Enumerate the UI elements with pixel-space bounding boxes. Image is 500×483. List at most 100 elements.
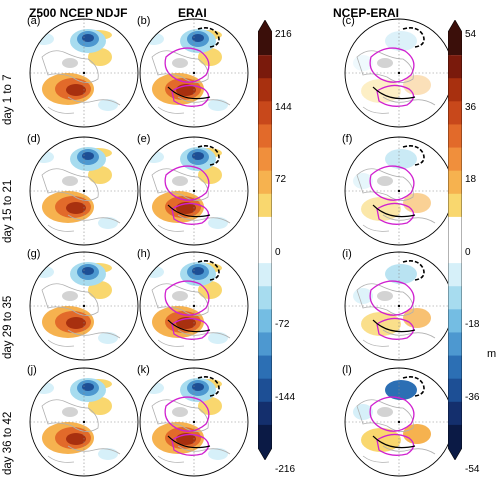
positive-anomaly xyxy=(66,202,86,214)
north-pole-marker xyxy=(397,189,401,193)
coastline xyxy=(41,50,99,83)
polar-map xyxy=(139,18,249,128)
coastline xyxy=(151,399,209,432)
map-boundary xyxy=(29,136,139,246)
negative-anomaly xyxy=(192,34,204,42)
colorbar-swatch xyxy=(448,20,462,56)
colorbar-tick-label: 216 xyxy=(275,29,292,40)
map-panel-f: (f) xyxy=(342,133,455,247)
colorbar-erai xyxy=(257,19,273,461)
map-panel-e: (e) xyxy=(137,133,250,247)
magenta-contour xyxy=(164,47,210,83)
north-pole-marker xyxy=(82,420,86,424)
negative-anomaly xyxy=(34,266,54,278)
colorbar-swatch xyxy=(448,240,462,264)
north-pole-marker xyxy=(397,304,401,308)
negative-anomaly xyxy=(192,152,204,160)
map-panel-c: (c) xyxy=(342,15,455,129)
positive-anomaly xyxy=(198,166,222,184)
topography-mask xyxy=(62,58,78,68)
positive-anomaly xyxy=(198,281,222,299)
negative-anomaly xyxy=(144,382,164,394)
colorbar-tick-label: 18 xyxy=(465,174,477,185)
topography-mask xyxy=(62,291,78,301)
negative-anomaly xyxy=(34,151,54,163)
black-dashed-contour xyxy=(402,260,425,281)
negative-anomaly xyxy=(208,217,228,229)
coastline xyxy=(177,214,231,224)
panel-letter: (c) xyxy=(342,15,355,27)
black-contour xyxy=(167,204,211,218)
coastline xyxy=(382,329,436,339)
negative-anomaly xyxy=(82,34,94,42)
coastline xyxy=(177,445,231,455)
negative-anomaly xyxy=(98,217,118,229)
map-boundary xyxy=(29,367,139,477)
coastline xyxy=(47,455,75,463)
map-panel-i: (i) xyxy=(342,248,455,362)
coastline xyxy=(382,96,436,106)
coastline xyxy=(151,168,209,201)
topography-mask xyxy=(377,291,393,301)
colorbar-swatch xyxy=(448,332,462,357)
positive-anomaly xyxy=(66,84,86,96)
negative-anomaly xyxy=(98,448,118,460)
black-contour xyxy=(372,319,416,333)
colorbar-tick-label: -36 xyxy=(465,391,480,403)
magenta-contour xyxy=(164,396,210,432)
coastline xyxy=(47,339,75,347)
coastline xyxy=(47,106,75,114)
row-label-1: day 1 to 7 xyxy=(2,74,14,125)
map-boundary xyxy=(139,367,249,477)
north-pole-marker xyxy=(397,420,401,424)
north-pole-marker xyxy=(192,304,196,308)
colorbar-tick-label: 0 xyxy=(275,246,281,258)
panel-letter: (a) xyxy=(27,15,41,27)
map-panel-b: (b) xyxy=(137,15,250,129)
black-contour xyxy=(167,86,211,100)
colorbar-tick-label: -18 xyxy=(465,319,480,330)
coastline xyxy=(382,214,436,224)
map-panel-g: (g) xyxy=(27,248,140,362)
positive-anomaly xyxy=(88,397,112,415)
negative-anomaly xyxy=(385,31,417,51)
black-dashed-contour xyxy=(197,260,220,281)
map-boundary xyxy=(29,18,139,128)
black-dashed-contour xyxy=(402,145,425,166)
negative-anomaly xyxy=(144,33,164,45)
map-panel-k: (k) xyxy=(137,364,250,478)
colorbar-swatch xyxy=(258,55,272,79)
coastline xyxy=(356,168,414,201)
colorbar-swatch xyxy=(258,101,272,125)
panel-letter: (f) xyxy=(342,133,353,145)
negative-anomaly xyxy=(82,152,94,160)
colorbar-swatch xyxy=(448,401,462,426)
colorbar-swatch xyxy=(258,147,272,172)
panel-letter: (i) xyxy=(342,248,352,260)
black-dashed-contour xyxy=(402,27,425,48)
black-contour xyxy=(167,435,211,449)
colorbar-swatch xyxy=(448,101,462,125)
coastline xyxy=(362,224,390,232)
map-boundary xyxy=(139,18,249,128)
topography-mask xyxy=(62,176,78,186)
magenta-contour xyxy=(369,47,415,83)
coastline xyxy=(41,399,99,432)
negative-anomaly xyxy=(82,383,94,391)
polar-map xyxy=(29,136,139,246)
polar-map xyxy=(29,367,139,477)
negative-anomaly xyxy=(192,267,204,275)
map-panel-d: (d) xyxy=(27,133,140,247)
north-pole-marker xyxy=(397,71,401,75)
panel-letter: (h) xyxy=(137,248,151,260)
coastline xyxy=(151,50,209,83)
colorbar-svg xyxy=(447,19,463,461)
negative-anomaly xyxy=(208,448,228,460)
negative-anomaly xyxy=(34,382,54,394)
map-content xyxy=(30,19,138,127)
negative-anomaly xyxy=(208,332,228,344)
negative-anomaly xyxy=(385,264,417,284)
colorbar-swatch xyxy=(448,424,462,460)
topography-mask xyxy=(377,407,393,417)
magenta-contour xyxy=(369,280,415,316)
